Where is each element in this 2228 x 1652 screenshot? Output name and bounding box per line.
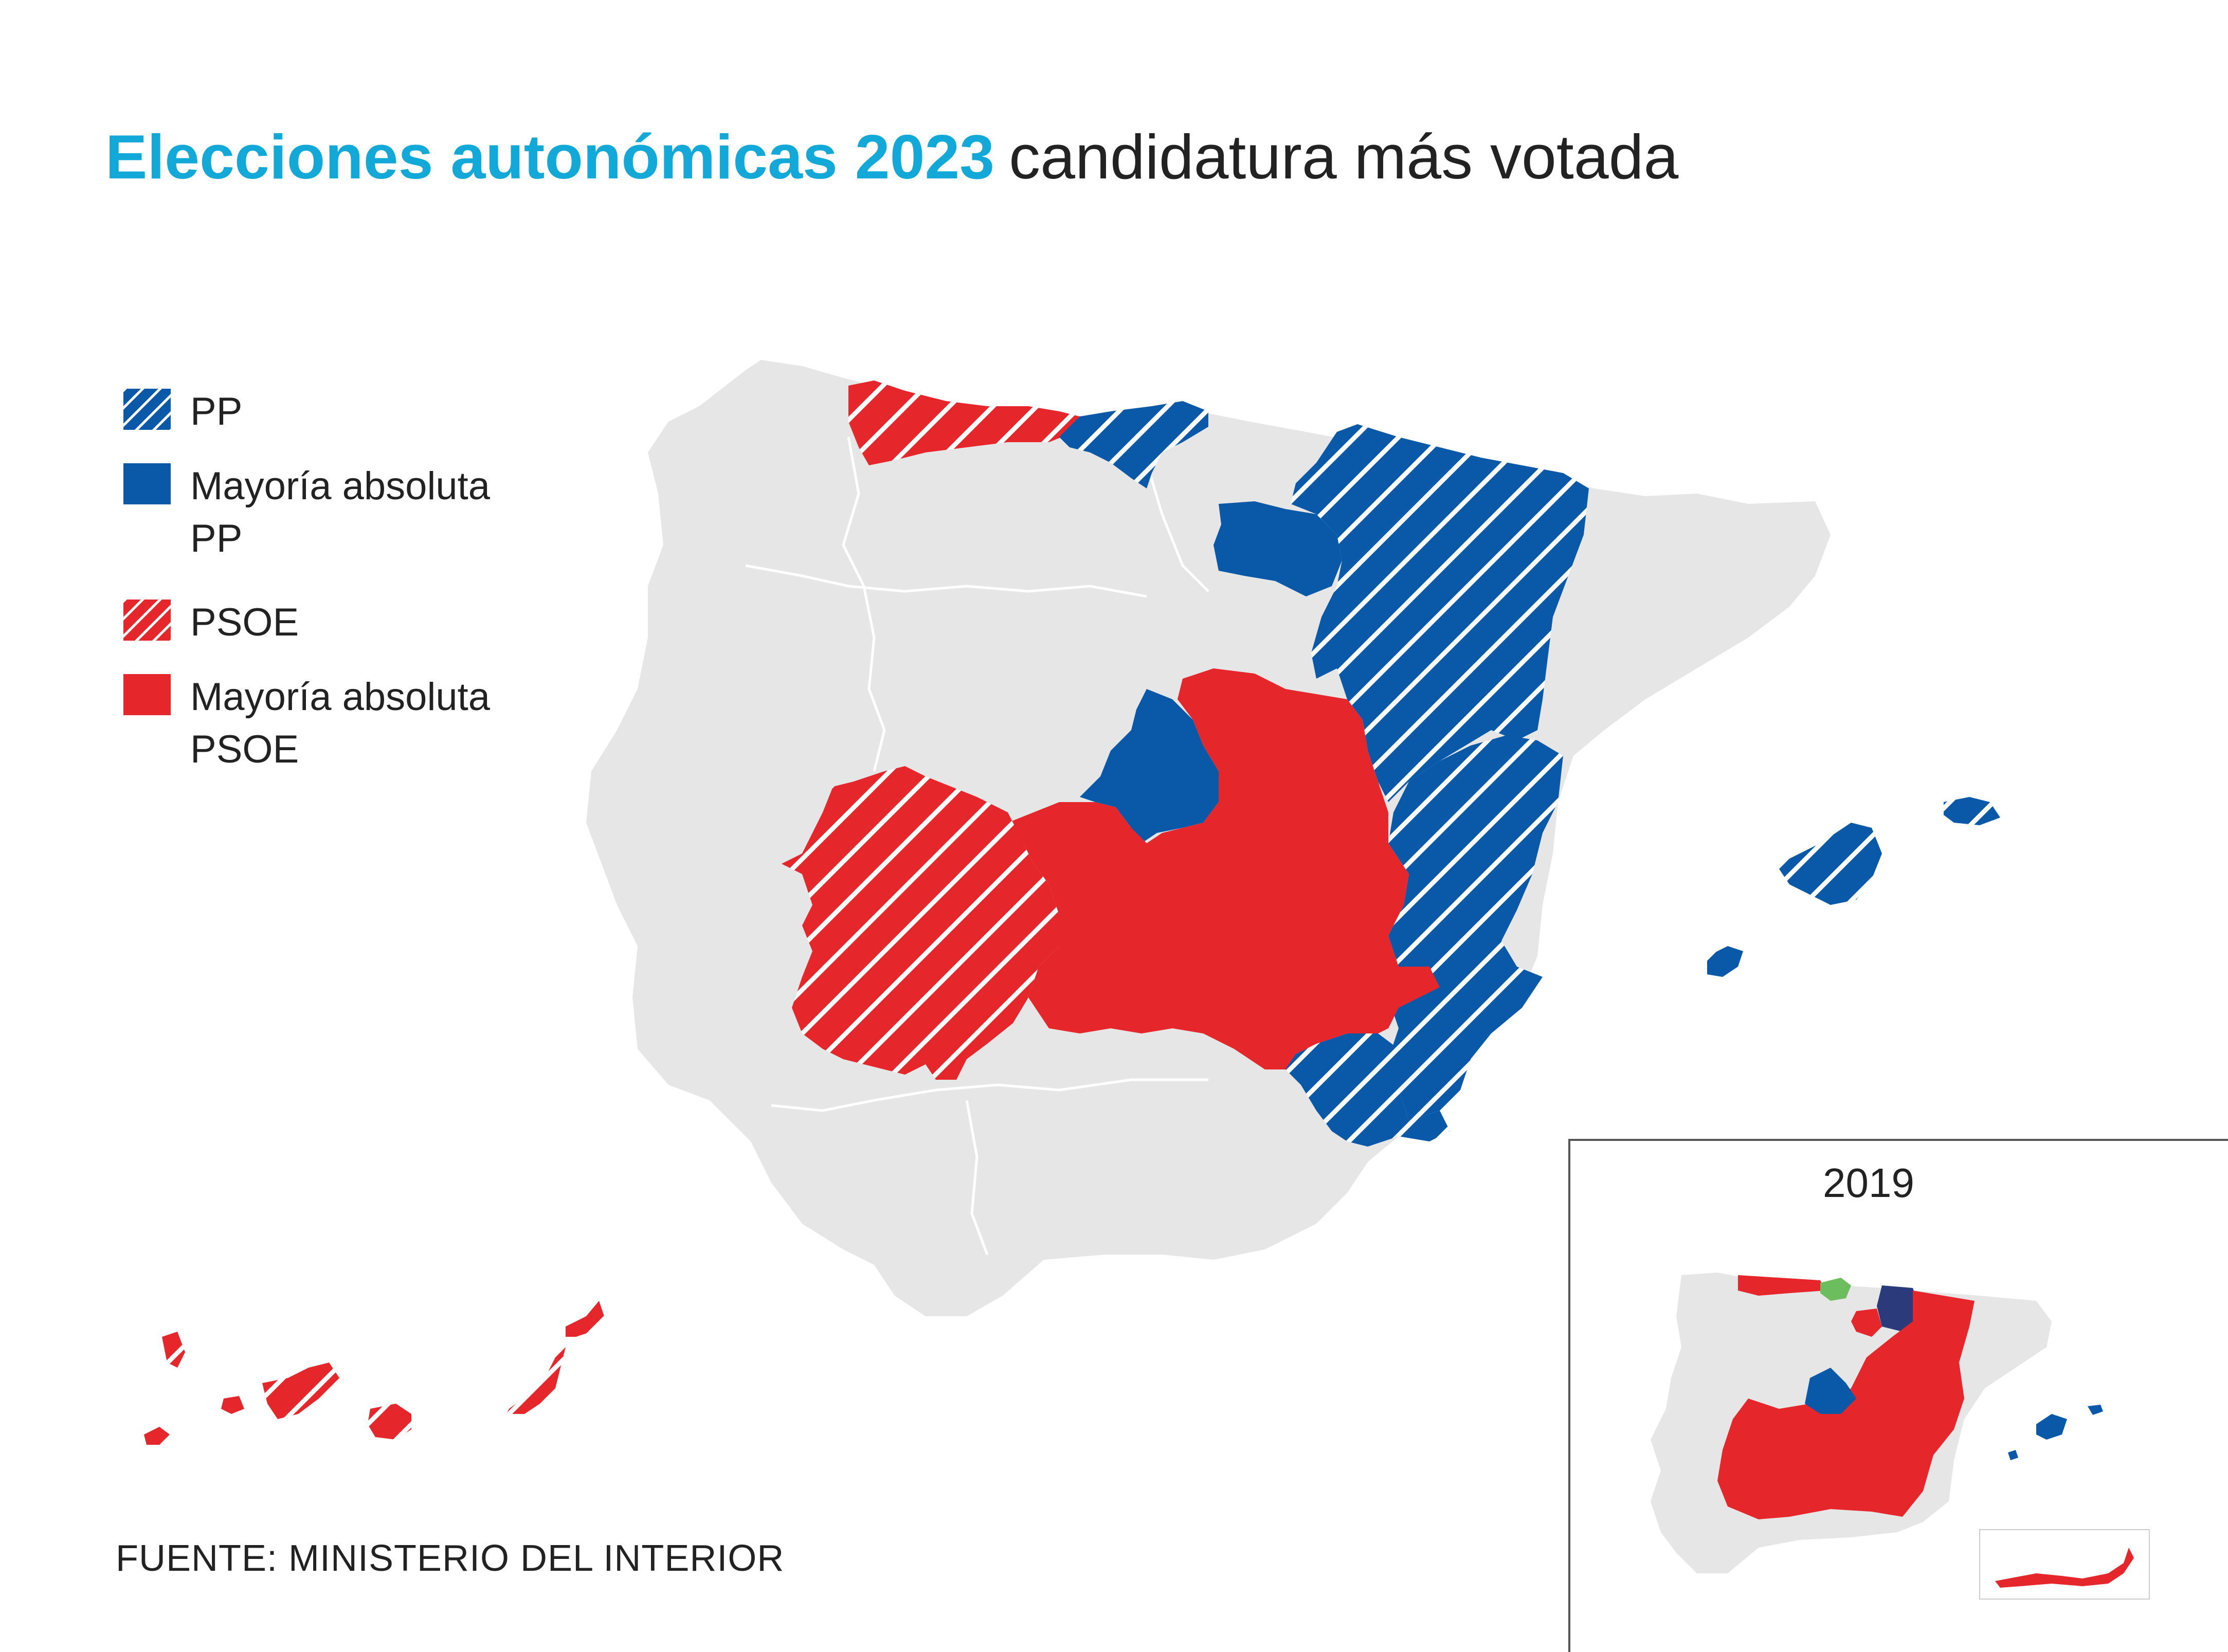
legend-swatch-psoe-solid: [123, 674, 171, 715]
legend-label-psoe-majority-line1: Mayoría absoluta: [190, 675, 490, 719]
inset-frame: [1568, 1139, 2228, 1652]
title-sub: candidatura más votada: [1009, 122, 1679, 192]
inset-year-label: 2019: [1823, 1160, 1914, 1206]
legend-label-psoe-majority-line2: PSOE: [190, 728, 299, 771]
legend-swatch-pp-hatched: [123, 389, 171, 430]
region-madrid: [1080, 689, 1219, 843]
title-main: Elecciones autonómicas 2023: [105, 122, 995, 192]
source-note: FUENTE: MINISTERIO DEL INTERIOR: [116, 1538, 785, 1579]
legend-swatch-psoe-hatched: [123, 600, 171, 641]
region-menorca: [1944, 797, 2000, 825]
region-murcia: [1285, 1033, 1450, 1147]
region-ibiza: [1707, 946, 1743, 977]
region-castilla-la-mancha: [1008, 668, 1440, 1069]
region-aragon: [1291, 424, 1589, 802]
region-la-rioja: [1213, 501, 1342, 596]
region-asturias: [848, 380, 1080, 465]
region-canarias: [144, 1301, 604, 1445]
region-valencia: [1388, 735, 1563, 1121]
region-cantabria: [1059, 401, 1208, 488]
legend-label-pp-majority-line1: Mayoría absoluta: [190, 464, 490, 508]
page-title: Elecciones autonómicas 2023 candidatura m…: [105, 116, 1678, 198]
region-mallorca: [1779, 823, 1882, 905]
legend-label-pp: PP: [190, 390, 243, 433]
legend-label-pp-majority-line2: PP: [190, 517, 243, 560]
legend-swatch-pp-solid: [123, 463, 171, 504]
legend-label-psoe: PSOE: [190, 601, 299, 644]
region-extremadura: [782, 766, 1059, 1080]
inset-map-2019: [1651, 1273, 2150, 1600]
